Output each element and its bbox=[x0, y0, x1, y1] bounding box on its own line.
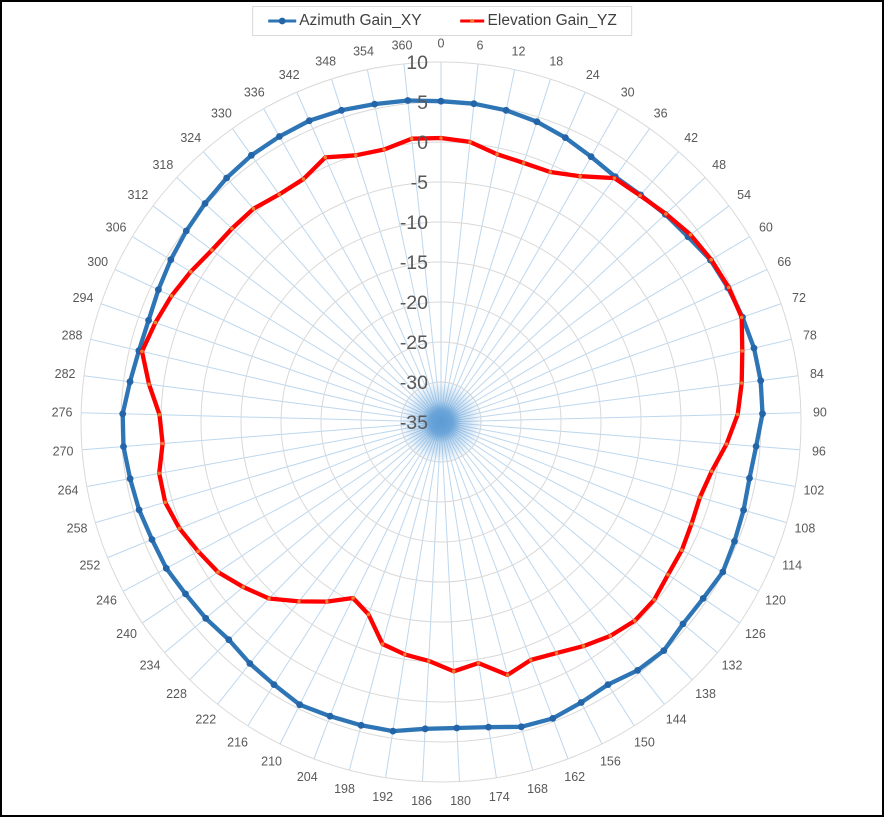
svg-text:48: 48 bbox=[712, 158, 726, 172]
svg-text:6: 6 bbox=[477, 39, 484, 53]
svg-text:240: 240 bbox=[116, 627, 137, 641]
svg-text:156: 156 bbox=[600, 755, 621, 769]
legend-label-elevation: Elevation Gain_YZ bbox=[487, 12, 617, 29]
svg-text:342: 342 bbox=[279, 68, 300, 82]
svg-text:306: 306 bbox=[106, 220, 127, 234]
svg-text:108: 108 bbox=[794, 521, 815, 535]
svg-text:150: 150 bbox=[634, 735, 655, 749]
svg-text:294: 294 bbox=[73, 291, 94, 305]
svg-text:60: 60 bbox=[759, 220, 773, 234]
svg-text:18: 18 bbox=[549, 55, 563, 69]
center-convergence-glow bbox=[399, 380, 483, 464]
svg-text:228: 228 bbox=[166, 687, 187, 701]
svg-text:258: 258 bbox=[67, 521, 88, 535]
svg-text:10: 10 bbox=[406, 52, 428, 74]
svg-text:204: 204 bbox=[297, 770, 318, 784]
svg-text:66: 66 bbox=[777, 255, 791, 269]
legend-label-azimuth: Azimuth Gain_XY bbox=[299, 12, 422, 29]
svg-text:78: 78 bbox=[803, 328, 817, 342]
svg-text:252: 252 bbox=[79, 558, 100, 572]
svg-text:198: 198 bbox=[334, 782, 355, 796]
svg-text:-35: -35 bbox=[400, 412, 428, 434]
svg-text:-30: -30 bbox=[400, 372, 428, 394]
elevation-line-marker-icon bbox=[460, 19, 485, 23]
svg-text:24: 24 bbox=[586, 68, 600, 82]
svg-text:42: 42 bbox=[684, 131, 698, 145]
svg-text:-20: -20 bbox=[400, 292, 428, 314]
svg-text:162: 162 bbox=[564, 770, 585, 784]
svg-text:324: 324 bbox=[180, 131, 201, 145]
svg-text:30: 30 bbox=[621, 86, 635, 100]
legend-item-elevation[interactable]: Elevation Gain_YZ bbox=[460, 12, 617, 30]
svg-text:234: 234 bbox=[140, 658, 161, 672]
svg-text:54: 54 bbox=[737, 188, 751, 202]
svg-text:300: 300 bbox=[87, 255, 108, 269]
svg-text:96: 96 bbox=[812, 445, 826, 459]
svg-text:12: 12 bbox=[512, 45, 526, 59]
svg-text:114: 114 bbox=[782, 558, 802, 572]
svg-text:192: 192 bbox=[372, 790, 393, 804]
angular-gridlines bbox=[81, 62, 801, 782]
svg-text:288: 288 bbox=[62, 328, 83, 342]
azimuth-line-marker-icon bbox=[268, 17, 297, 25]
svg-text:5: 5 bbox=[417, 92, 428, 114]
category-labels: 0 6 12 18 24 30 36 42 48 54 60 66 72 78 84 90 96 102 108 11… bbox=[52, 37, 827, 809]
svg-text:360: 360 bbox=[392, 39, 413, 53]
svg-text:138: 138 bbox=[695, 687, 716, 701]
chart-legend: Azimuth Gain_XY Elevation Gain_YZ bbox=[252, 6, 632, 36]
svg-text:132: 132 bbox=[722, 658, 743, 672]
svg-text:312: 312 bbox=[127, 188, 148, 202]
svg-text:348: 348 bbox=[315, 55, 336, 69]
svg-text:36: 36 bbox=[654, 107, 668, 121]
series-elevation-gain-yz[interactable] bbox=[139, 135, 745, 678]
svg-text:0: 0 bbox=[438, 37, 445, 51]
legend-item-azimuth[interactable]: Azimuth Gain_XY bbox=[267, 12, 422, 30]
svg-text:186: 186 bbox=[411, 794, 432, 808]
svg-text:102: 102 bbox=[803, 483, 824, 497]
svg-text:-25: -25 bbox=[400, 332, 428, 354]
svg-text:144: 144 bbox=[666, 713, 687, 727]
svg-text:276: 276 bbox=[52, 406, 73, 420]
svg-text:126: 126 bbox=[745, 627, 766, 641]
value-axis-labels: 10 5 0 -5 -10 -15 -20 -25 -30 -35 bbox=[400, 52, 428, 434]
svg-text:336: 336 bbox=[244, 86, 265, 100]
svg-text:-15: -15 bbox=[400, 252, 428, 274]
svg-text:-10: -10 bbox=[400, 212, 428, 234]
svg-text:174: 174 bbox=[489, 790, 510, 804]
svg-text:90: 90 bbox=[813, 406, 827, 420]
svg-text:222: 222 bbox=[195, 713, 216, 727]
svg-text:180: 180 bbox=[450, 794, 471, 808]
svg-text:120: 120 bbox=[765, 594, 786, 608]
svg-text:264: 264 bbox=[58, 483, 79, 497]
svg-text:216: 216 bbox=[227, 735, 248, 749]
svg-text:282: 282 bbox=[55, 367, 76, 381]
svg-text:270: 270 bbox=[53, 445, 74, 459]
svg-text:318: 318 bbox=[152, 158, 173, 172]
svg-text:84: 84 bbox=[810, 367, 824, 381]
svg-text:72: 72 bbox=[792, 291, 806, 305]
svg-text:354: 354 bbox=[353, 45, 374, 59]
svg-text:168: 168 bbox=[527, 782, 548, 796]
svg-text:-5: -5 bbox=[411, 172, 428, 194]
svg-text:210: 210 bbox=[261, 755, 282, 769]
svg-text:330: 330 bbox=[211, 107, 232, 121]
svg-text:246: 246 bbox=[96, 594, 117, 608]
svg-text:0: 0 bbox=[417, 132, 428, 154]
